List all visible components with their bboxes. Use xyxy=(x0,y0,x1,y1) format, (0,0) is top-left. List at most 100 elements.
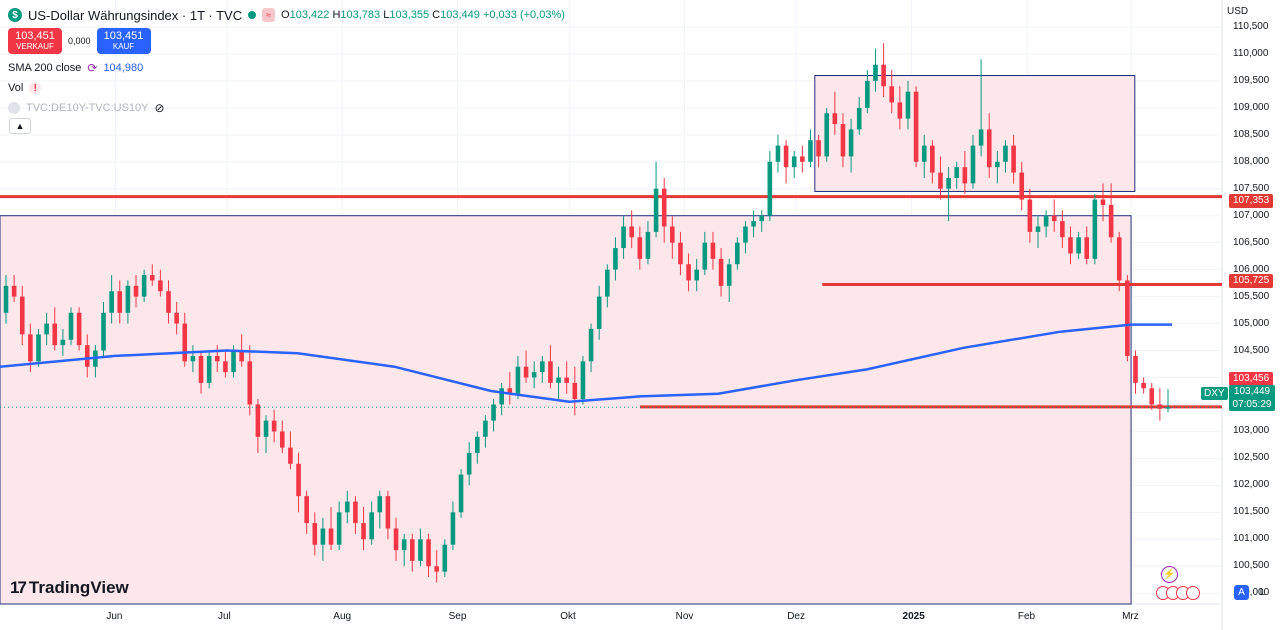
candle-body xyxy=(759,215,765,222)
candle-body xyxy=(523,366,529,378)
events-flags[interactable] xyxy=(1156,586,1200,600)
log-scale-button[interactable]: L xyxy=(1259,587,1266,598)
candle-body xyxy=(409,539,415,561)
candle-body xyxy=(735,242,740,265)
candle-body xyxy=(442,544,448,572)
current-price-tag: 103,449 07:05:29 xyxy=(1229,385,1275,411)
candle-body xyxy=(1149,388,1155,405)
candle-body xyxy=(450,512,456,545)
price-axis-label: 101,500 xyxy=(1233,506,1270,518)
price-axis-label: 105,000 xyxy=(1233,317,1270,329)
candle-body xyxy=(109,291,114,313)
collapse-legend-button[interactable]: ▲ xyxy=(9,118,31,134)
flash-icon[interactable]: ⚡ xyxy=(1161,566,1178,583)
candle-body xyxy=(3,285,9,313)
candle-body xyxy=(52,323,58,346)
sell-button[interactable]: 103,451 VERKAUF xyxy=(8,28,62,54)
market-open-icon[interactable] xyxy=(248,11,257,19)
candle-body xyxy=(873,64,878,81)
hidden-eye-icon[interactable]: ⊘ xyxy=(154,101,165,115)
indicator-spread[interactable]: TVC:DE10Y-TVC:US10Y ⊘ xyxy=(8,98,565,118)
candle-body xyxy=(344,501,350,513)
time-axis-label: Dez xyxy=(787,611,805,622)
candle-body xyxy=(231,350,236,373)
candle-body xyxy=(930,145,935,173)
price-axis-label: 110,000 xyxy=(1233,47,1269,59)
sma-200-line xyxy=(0,323,1172,404)
candle-body xyxy=(458,474,464,513)
candle-body xyxy=(840,124,846,157)
candle-body xyxy=(320,528,326,545)
indicator-volume[interactable]: Vol ! xyxy=(8,78,565,98)
indicator-sma[interactable]: SMA 200 close ⟳ 104,980 xyxy=(8,61,144,75)
candle-body xyxy=(678,242,683,265)
candle-body xyxy=(385,496,391,529)
candle-body xyxy=(515,366,521,394)
candle-body xyxy=(1043,215,1049,227)
buy-button[interactable]: 103,451 KAUF xyxy=(96,28,151,54)
candle-body xyxy=(1157,404,1163,409)
candle-body xyxy=(881,64,886,87)
candle-body xyxy=(263,420,269,437)
candle-body xyxy=(775,145,781,162)
currency-label[interactable]: USD xyxy=(1227,6,1249,17)
time-axis-label: Nov xyxy=(675,611,694,622)
candle-body xyxy=(621,226,626,249)
price-axis-label: 106,500 xyxy=(1233,236,1270,248)
candle-body xyxy=(848,129,854,157)
candle-body xyxy=(637,237,643,259)
time-axis-label: Jun xyxy=(106,611,123,622)
candle-body xyxy=(816,140,821,157)
candle-body xyxy=(296,463,301,497)
candle-body xyxy=(808,140,813,162)
price-axis-label: 100,000 xyxy=(1233,587,1270,599)
candle-body xyxy=(214,355,220,362)
price-axis-label: 107,000 xyxy=(1233,209,1270,221)
tradingview-logo[interactable]: 17 TradingView xyxy=(10,578,129,597)
candle-body xyxy=(475,436,480,453)
candle-body xyxy=(1011,145,1016,173)
candle-body xyxy=(1141,382,1146,389)
auto-scale-button[interactable]: A xyxy=(1234,585,1249,600)
price-axis-label: 109,500 xyxy=(1233,74,1270,86)
candle-body xyxy=(19,296,25,335)
symbol-chip[interactable]: ≈ xyxy=(262,8,276,22)
candle-body xyxy=(645,231,651,259)
candle-body xyxy=(304,496,309,524)
price-axis-label: 109,000 xyxy=(1233,101,1270,113)
candle-body xyxy=(588,328,594,362)
time-axis-label: Sep xyxy=(448,611,467,622)
candle-body xyxy=(141,275,147,297)
candle-body xyxy=(166,291,171,313)
candle-body xyxy=(255,404,261,437)
candle-body xyxy=(548,361,553,383)
candle-body xyxy=(239,350,244,362)
symbol-title[interactable]: US-Dollar Währungsindex · 1T · TVC xyxy=(28,7,243,23)
candle-body xyxy=(572,382,578,400)
candle-body xyxy=(271,420,277,432)
candle-body xyxy=(418,539,423,561)
price-axis-label: 110,500 xyxy=(1233,20,1269,32)
candle-body xyxy=(613,248,618,270)
candle-body xyxy=(751,221,756,227)
candle-body xyxy=(369,512,374,540)
candle-body xyxy=(68,312,74,340)
candle-body xyxy=(1133,355,1138,383)
candle-body xyxy=(426,539,431,567)
price-axis-label: 105,500 xyxy=(1233,290,1270,302)
candle-body xyxy=(670,226,675,243)
candle-body xyxy=(117,291,123,313)
level-price-tag: 107,353 xyxy=(1229,194,1274,208)
candle-body xyxy=(767,161,773,216)
candle-body xyxy=(125,285,131,313)
us-flag-icon xyxy=(1186,586,1200,600)
candle-body xyxy=(710,242,716,259)
time-axis-label: 2025 xyxy=(902,611,925,622)
candle-body xyxy=(361,523,366,540)
candle-body xyxy=(133,285,139,297)
candle-body xyxy=(726,264,732,286)
price-axis-label: 102,000 xyxy=(1233,479,1270,491)
candle-body xyxy=(832,113,838,125)
candle-body xyxy=(889,86,895,103)
